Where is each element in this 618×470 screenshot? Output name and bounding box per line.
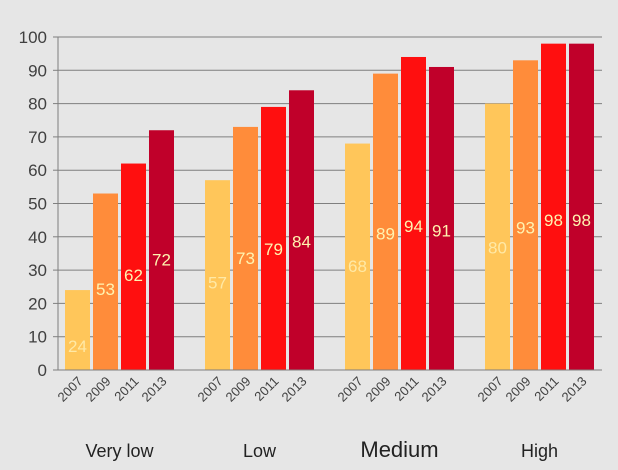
x-tick-label: 2013 bbox=[419, 374, 450, 405]
y-tick-label: 60 bbox=[28, 161, 47, 180]
y-tick-label: 90 bbox=[28, 61, 47, 80]
bars bbox=[65, 43, 594, 371]
data-label: 93 bbox=[516, 219, 535, 238]
bar-very-low-2007 bbox=[65, 290, 90, 370]
x-tick-label: 2011 bbox=[391, 374, 421, 404]
x-tick-label: 2011 bbox=[111, 374, 141, 404]
bar-very-low-2013 bbox=[149, 130, 174, 370]
x-tick-label: 2007 bbox=[335, 374, 366, 405]
data-label: 68 bbox=[348, 257, 367, 276]
y-tick-label: 30 bbox=[28, 261, 47, 280]
data-label: 62 bbox=[124, 266, 143, 285]
data-label: 80 bbox=[488, 238, 507, 257]
bar-low-2013 bbox=[289, 90, 314, 370]
bar-medium-2011 bbox=[401, 56, 426, 370]
x-tick-label: 2013 bbox=[559, 374, 590, 405]
y-tick-label: 100 bbox=[19, 28, 47, 47]
y-tick-label: 80 bbox=[28, 95, 47, 114]
bar-high-2013 bbox=[569, 43, 594, 370]
x-tick-label: 2007 bbox=[475, 374, 506, 405]
x-tick-label: 2011 bbox=[251, 374, 281, 404]
x-tick-label: 2009 bbox=[363, 374, 394, 405]
x-tick-label: 2011 bbox=[531, 374, 561, 404]
data-label: 57 bbox=[208, 274, 227, 293]
y-tick-label: 40 bbox=[28, 228, 47, 247]
data-label: 79 bbox=[264, 240, 283, 259]
data-label: 84 bbox=[292, 232, 311, 251]
y-tick-label: 50 bbox=[28, 195, 47, 214]
data-label: 72 bbox=[152, 251, 171, 270]
bar-very-low-2009 bbox=[93, 193, 118, 370]
bar-medium-2009 bbox=[373, 73, 398, 370]
x-tick-label: 2009 bbox=[503, 374, 534, 405]
x-tick-label: 2013 bbox=[279, 374, 310, 405]
data-label: 94 bbox=[404, 217, 423, 236]
bar-low-2011 bbox=[261, 106, 286, 371]
data-label: 98 bbox=[544, 211, 563, 230]
x-tick-label: 2009 bbox=[83, 374, 114, 405]
group-label: Very low bbox=[85, 441, 154, 461]
bar-medium-2013 bbox=[429, 66, 454, 370]
bar-low-2009 bbox=[233, 126, 258, 370]
bar-medium-2007 bbox=[345, 143, 370, 370]
x-tick-label: 2013 bbox=[139, 374, 170, 405]
data-labels: 24 53 62 72 57 73 79 84 68 89 94 91 80 93 98 98 bbox=[68, 211, 591, 356]
y-tick-label: 10 bbox=[28, 328, 47, 347]
bar-high-2007 bbox=[485, 103, 510, 370]
data-label: 24 bbox=[68, 337, 87, 356]
x-tick-label: 2007 bbox=[55, 374, 86, 405]
data-label: 91 bbox=[432, 222, 451, 241]
data-label: 73 bbox=[236, 249, 255, 268]
y-tick-label: 20 bbox=[28, 294, 47, 313]
group-label: Low bbox=[243, 441, 277, 461]
x-tick-label: 2009 bbox=[223, 374, 254, 405]
data-label: 89 bbox=[376, 225, 395, 244]
bar-low-2007 bbox=[205, 180, 230, 370]
group-label: High bbox=[521, 441, 558, 461]
bar-high-2011 bbox=[541, 43, 566, 370]
gridlines bbox=[58, 36, 602, 338]
bar-high-2009 bbox=[513, 60, 538, 371]
data-label: 53 bbox=[96, 280, 115, 299]
x-tick-label: 2007 bbox=[195, 374, 226, 405]
data-label: 98 bbox=[572, 211, 591, 230]
group-label: Medium bbox=[360, 437, 438, 462]
y-tick-label: 70 bbox=[28, 128, 47, 147]
bar-very-low-2011 bbox=[121, 163, 146, 370]
y-tick-label: 0 bbox=[38, 361, 47, 380]
